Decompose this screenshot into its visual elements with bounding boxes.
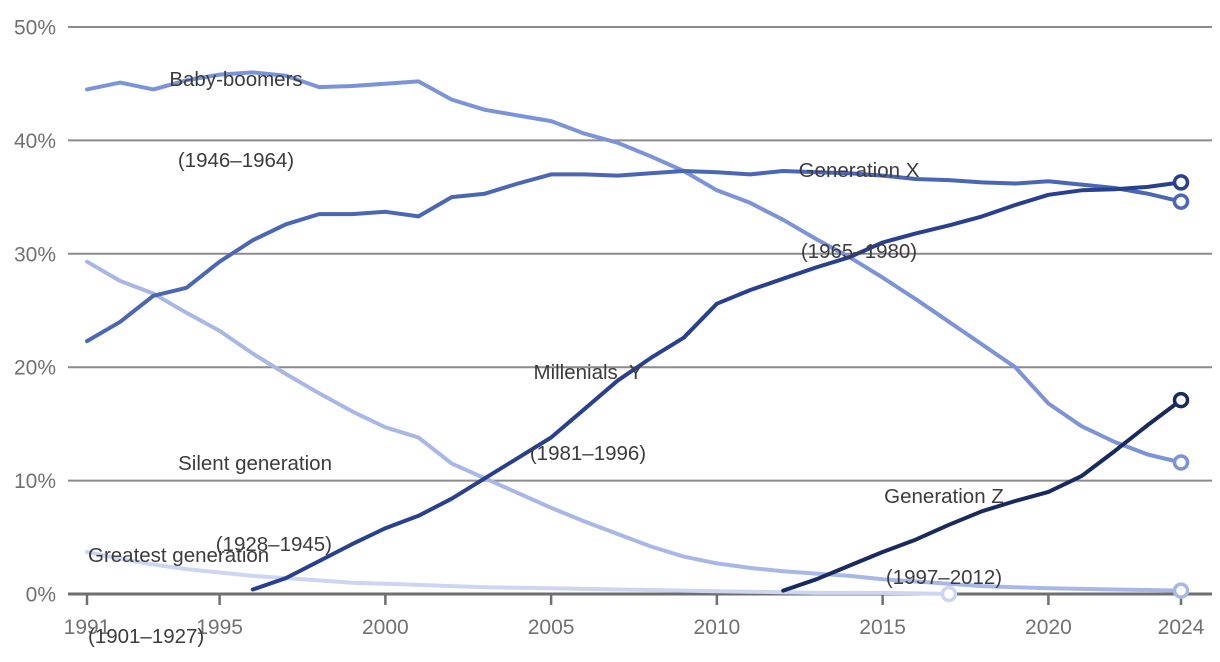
series-label-name: Generation Z [884, 485, 1004, 508]
series-label-years: (1997–2012) [885, 566, 1003, 589]
series-line-greatest-generation [85, 550, 951, 596]
series-line-millennials [250, 180, 1183, 592]
x-tick-label-1991: 1991 [64, 616, 111, 639]
series-label-years: (1981–1996) [529, 442, 647, 465]
series-line-generation-x [85, 169, 1183, 344]
y-tick-label-30: 30% [14, 243, 56, 266]
series-label-generation-z: Generation Z (1997–2012) [856, 429, 1032, 645]
series-label-name: Silent generation [178, 452, 332, 475]
end-marker-baby-boomers [1172, 454, 1190, 471]
series-label-baby-boomers: Baby-boomers (1946–1964) [150, 12, 322, 228]
series-label-years: (1901–1927) [88, 625, 205, 648]
x-tick-label-2000: 2000 [362, 616, 409, 639]
series-line-silent-generation [85, 259, 1183, 593]
series-label-name: Greatest generation [88, 544, 270, 567]
series-label-years: (1965–1980) [800, 240, 918, 263]
x-tick-label-1995: 1995 [196, 616, 243, 639]
end-marker-greatest-generation [940, 585, 958, 603]
y-tick-label-0: 0% [26, 584, 56, 607]
series-label-name: Generation X [798, 159, 920, 182]
series-line-generation-z [781, 398, 1183, 593]
y-tick-label-20: 20% [14, 357, 56, 380]
end-marker-generation-z [1172, 391, 1190, 409]
x-tick-label-2024: 2024 [1158, 616, 1205, 639]
series-label-millennials: Millenials Y (1981–1996) [503, 305, 673, 521]
end-marker-millennials [1172, 174, 1190, 191]
end-marker-silent-generation [1172, 582, 1190, 599]
series-label-name: Baby-boomers [169, 68, 303, 91]
series-label-name: Millenials Y [533, 361, 643, 384]
series-label-years: (1928–1945) [215, 533, 332, 556]
x-tick-label-2015: 2015 [859, 616, 906, 639]
series-label-silent-generation: Silent generation (1928–1945) [132, 396, 332, 612]
series-line-baby-boomers [85, 70, 1183, 465]
series-label-years: (1946–1964) [177, 149, 295, 172]
x-tick-label-2005: 2005 [528, 616, 575, 639]
y-tick-label-10: 10% [14, 470, 56, 493]
end-marker-generation-x [1172, 193, 1190, 210]
series-label-greatest-generation: Greatest generation (1901–1927) [88, 488, 328, 662]
series-label-generation-x: Generation X (1965–1980) [776, 103, 942, 319]
y-tick-label-50: 50% [14, 17, 56, 40]
y-tick-label-40: 40% [14, 130, 56, 153]
x-tick-label-2020: 2020 [1025, 616, 1072, 639]
x-tick-label-2010: 2010 [694, 616, 741, 639]
